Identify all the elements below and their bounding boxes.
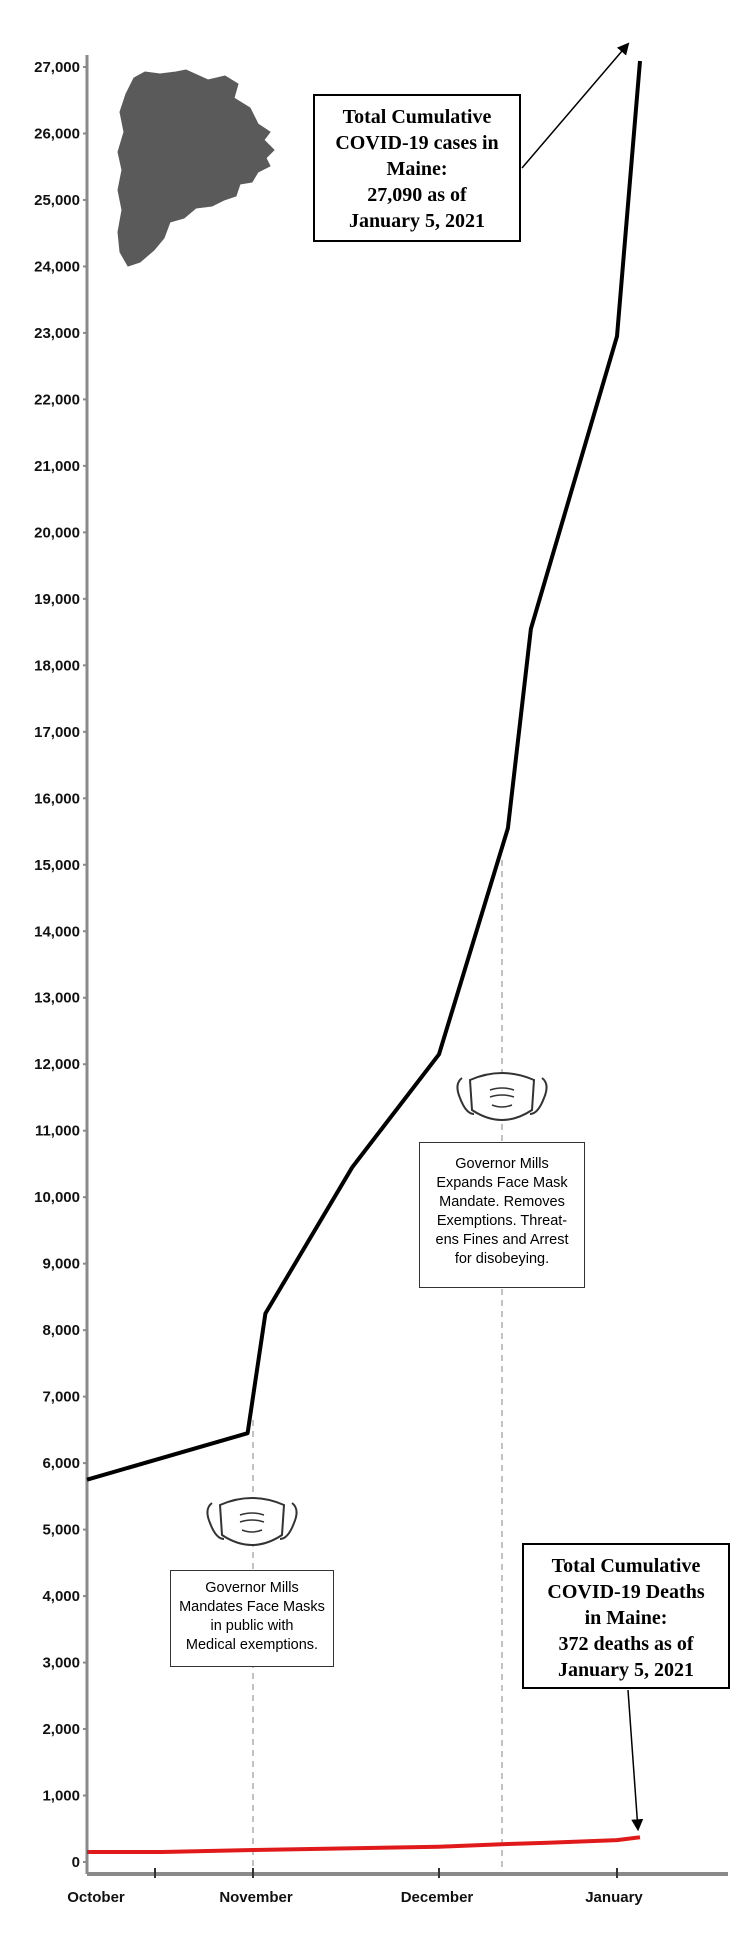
event-guide-lines (252, 860, 503, 1874)
mandate-december-callout: Governor Mills Expands Face Mask Mandate… (419, 1142, 585, 1288)
callout-line: January 5, 2021 (348, 210, 486, 232)
cases-total-callout: Total Cumulative COVID-19 cases in Maine… (313, 94, 521, 242)
deaths-arrow (627, 1689, 644, 1832)
y-tick-label: 14,000 (34, 923, 80, 940)
y-tick-label: 26,000 (34, 125, 80, 142)
y-tick-label: 24,000 (34, 258, 80, 275)
x-tick-label: December (401, 1889, 474, 1906)
callout-line: Mandate. Removes (439, 1194, 565, 1210)
y-tick-label: 9,000 (42, 1256, 80, 1273)
y-tick-label: 8,000 (42, 1322, 80, 1339)
callout-line: Governor Mills (205, 1580, 299, 1596)
y-tick-label: 3,000 (42, 1655, 80, 1672)
y-tick-label: 12,000 (34, 1056, 80, 1073)
callout-line: 27,090 as of (367, 184, 467, 206)
cases-arrow (521, 42, 630, 169)
y-tick-label: 13,000 (34, 990, 80, 1007)
callout-line: Total Cumulative (342, 106, 492, 128)
y-tick-label: 11,000 (35, 1123, 80, 1140)
y-tick-label: 5,000 (42, 1522, 80, 1539)
y-tick-label: 2,000 (42, 1721, 80, 1738)
callout-line: Expands Face Mask (436, 1175, 568, 1191)
callout-line: Exemptions. Threat- (436, 1213, 568, 1229)
y-tick-label: 19,000 (34, 591, 80, 608)
annotation-arrows (521, 42, 644, 1832)
maine-map-icon (117, 69, 275, 267)
y-axis-ticks: 0 1,000 2,000 3,000 4,000 5,000 6,000 7,000 8,00… (34, 59, 87, 1871)
callout-line: COVID-19 cases in (335, 132, 499, 154)
y-tick-label: 18,000 (34, 657, 80, 674)
mandate-november-callout: Governor Mills Mandates Face Masks in pu… (170, 1570, 334, 1667)
y-tick-label: 0 (72, 1854, 80, 1871)
x-axis-ticks: October November December January (67, 1868, 643, 1906)
y-tick-label: 27,000 (34, 59, 80, 76)
callout-line: in Maine: (584, 1607, 668, 1629)
y-tick-label: 20,000 (34, 524, 80, 541)
y-tick-label: 22,000 (34, 391, 80, 408)
y-tick-label: 17,000 (34, 724, 80, 741)
cases-series-line (86, 60, 642, 1482)
y-tick-label: 7,000 (42, 1389, 80, 1406)
y-tick-label: 16,000 (34, 790, 80, 807)
x-tick-label: January (585, 1889, 643, 1906)
callout-line: ens Fines and Arrest (435, 1232, 569, 1248)
callout-line: January 5, 2021 (557, 1659, 695, 1681)
callout-line: Total Cumulative (551, 1555, 701, 1577)
y-tick-label: 23,000 (34, 325, 80, 342)
y-tick-label: 6,000 (42, 1455, 80, 1472)
series-group (86, 60, 642, 1854)
face-mask-icon (206, 1497, 298, 1546)
deaths-total-callout: Total Cumulative COVID-19 Deaths in Main… (522, 1543, 730, 1689)
callout-line: Maine: (386, 158, 448, 180)
y-tick-label: 15,000 (34, 857, 80, 874)
axes (85, 55, 728, 1876)
y-tick-label: 25,000 (34, 192, 80, 209)
face-mask-icon (456, 1072, 548, 1121)
y-tick-label: 1,000 (42, 1788, 80, 1805)
callout-line: Mandates Face Masks (179, 1599, 325, 1615)
y-tick-label: 4,000 (42, 1588, 80, 1605)
callout-line: for disobeying. (454, 1251, 550, 1267)
callout-line: COVID-19 Deaths (547, 1581, 705, 1603)
callout-line: 372 deaths as of (558, 1633, 694, 1655)
x-tick-label: November (219, 1889, 293, 1906)
callout-line: Governor Mills (455, 1156, 549, 1172)
deaths-series-line (87, 1835, 641, 1854)
x-tick-label: October (67, 1889, 125, 1906)
y-tick-label: 10,000 (34, 1189, 80, 1206)
y-tick-label: 21,000 (34, 458, 80, 475)
callout-line: Medical exemptions. (185, 1637, 319, 1653)
callout-line: in public with (210, 1618, 294, 1634)
